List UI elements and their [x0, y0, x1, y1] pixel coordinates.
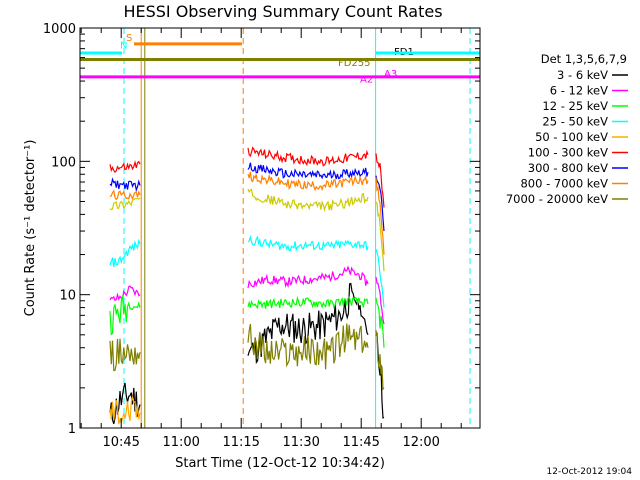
chart-title: HESSI Observing Summary Count Rates	[123, 2, 442, 21]
series-line-4-seg-0	[109, 395, 141, 425]
legend-label: 25 - 50 keV	[542, 115, 608, 129]
y-tick-label: 1000	[43, 22, 76, 37]
series-line-3-seg-1	[247, 234, 369, 252]
series-line-7-seg-2	[375, 177, 385, 255]
x-tick-label: 11:00	[162, 435, 199, 450]
series-line-7-seg-0	[109, 189, 141, 201]
legend-label: 300 - 800 keV	[528, 161, 608, 175]
legend-header: Det 1,3,5,6,7,9	[541, 52, 627, 66]
y-tick-label: 100	[51, 155, 76, 170]
x-tick-label: 12:00	[402, 435, 439, 450]
legend-label: 100 - 300 keV	[528, 146, 608, 160]
x-tick-label: 11:15	[222, 435, 259, 450]
series-line-8-seg-1	[247, 323, 369, 370]
plot-area: NSFD1FD255A2A3	[79, 28, 480, 428]
series-line-1-seg-0	[109, 285, 141, 301]
legend-label: 6 - 12 keV	[550, 84, 608, 98]
series-line-9-seg-1	[247, 188, 369, 212]
series-line-1-seg-1	[247, 265, 369, 289]
flag-label-1: S	[126, 33, 132, 44]
flag-label-0: N	[120, 41, 127, 52]
y-tick-label: 10	[59, 289, 76, 304]
series-line-5-seg-1	[247, 146, 369, 167]
series-line-1-seg-2	[375, 276, 385, 325]
series-line-0-seg-1	[247, 282, 369, 365]
legend-label: 800 - 7000 keV	[520, 177, 608, 191]
y-tick-label: 1	[68, 422, 76, 437]
legend-label: 3 - 6 keV	[557, 68, 608, 82]
series-line-9-seg-2	[375, 201, 385, 272]
x-tick-label: 10:45	[102, 435, 139, 450]
series-line-9-seg-0	[109, 197, 141, 211]
flag-label-5: A3	[384, 69, 397, 80]
series-line-5-seg-0	[109, 160, 141, 173]
series-line-2-seg-1	[247, 295, 369, 310]
series-line-2-seg-2	[375, 297, 385, 348]
series-line-7-seg-1	[247, 171, 369, 192]
plot-frame	[79, 27, 481, 429]
legend-label: 12 - 25 keV	[542, 99, 608, 113]
legend-label: 7000 - 20000 keV	[506, 192, 608, 206]
y-axis-label: Count Rate (s⁻¹ detector⁻¹)	[23, 140, 38, 317]
series-line-2-seg-0	[109, 295, 141, 336]
x-tick-label: 11:45	[342, 435, 379, 450]
timestamp: 12-Oct-2012 19:04	[547, 467, 633, 477]
x-tick-label: 11:30	[282, 435, 319, 450]
series-line-8-seg-0	[109, 338, 141, 372]
series-line-6-seg-2	[375, 175, 385, 232]
series-line-3-seg-0	[109, 238, 141, 268]
series-line-6-seg-0	[109, 177, 141, 193]
flag-label-3: FD255	[338, 58, 371, 69]
axes: 1 10 100 1000 10:45 11:00 11:15 11:30 11:45 12:00	[43, 22, 480, 450]
series-line-5-seg-2	[375, 153, 385, 208]
flag-label-4: A2	[360, 75, 373, 86]
series-line-3-seg-2	[375, 248, 385, 308]
x-axis-label: Start Time (12-Oct-12 10:34:42)	[175, 456, 385, 471]
series-line-0-seg-0	[109, 382, 141, 425]
series-line-8-seg-2	[375, 330, 385, 391]
legend-label: 50 - 100 keV	[535, 130, 608, 144]
series-line-6-seg-1	[247, 162, 369, 180]
